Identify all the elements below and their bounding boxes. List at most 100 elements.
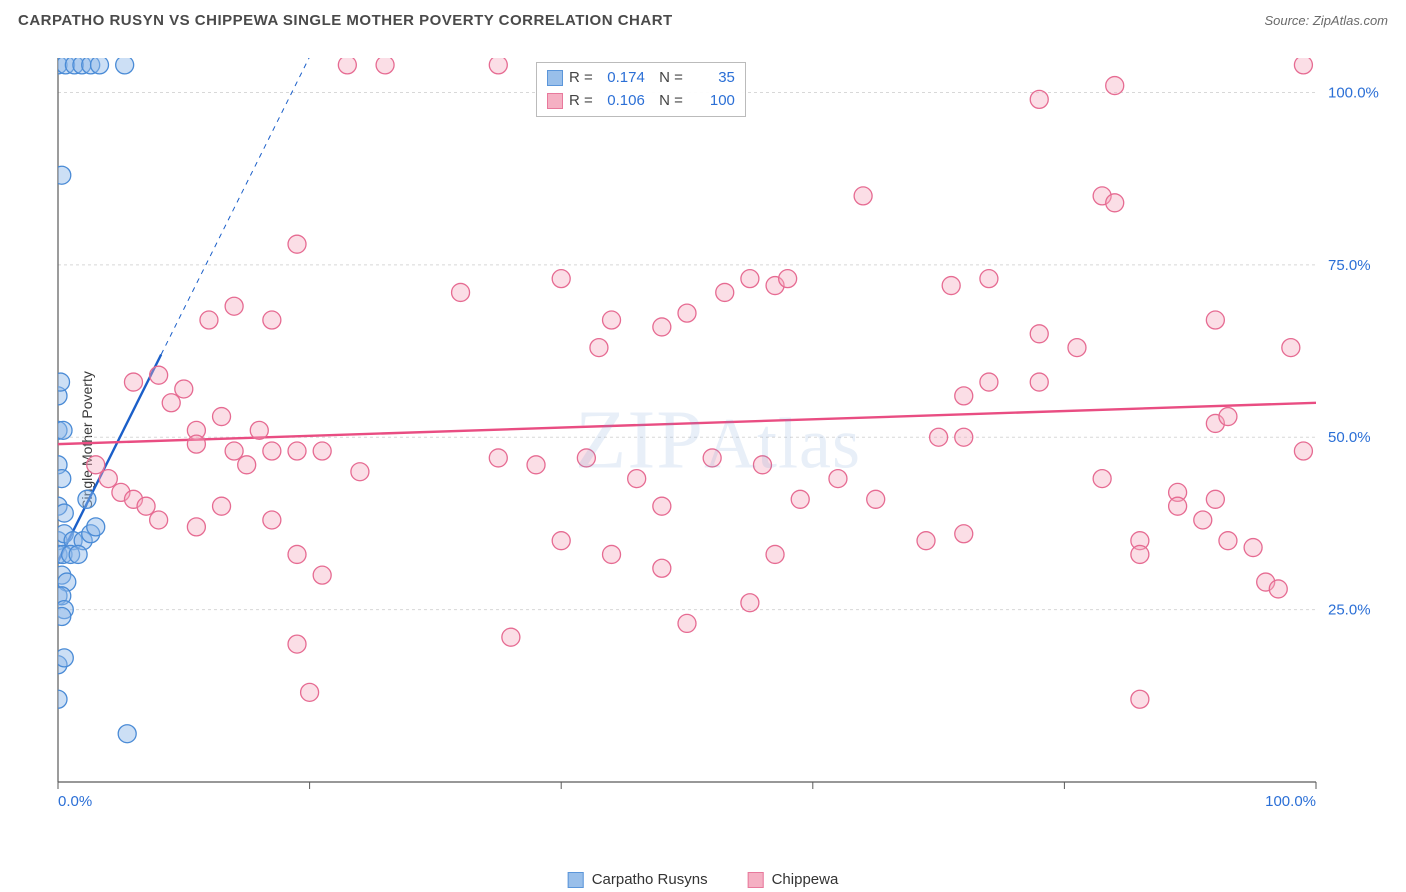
data-point [716, 283, 734, 301]
data-point [955, 387, 973, 405]
data-point [628, 470, 646, 488]
data-point [955, 525, 973, 543]
data-point [1106, 194, 1124, 212]
data-point [225, 442, 243, 460]
data-point [313, 566, 331, 584]
data-point [213, 497, 231, 515]
data-point [150, 366, 168, 384]
data-point [313, 442, 331, 460]
data-point [603, 545, 621, 563]
data-point [854, 187, 872, 205]
data-point [53, 166, 71, 184]
data-point [118, 725, 136, 743]
data-point [351, 463, 369, 481]
data-point [766, 545, 784, 563]
scatter-plot: 25.0%50.0%75.0%100.0%0.0%100.0% [48, 50, 1388, 830]
data-point [1131, 690, 1149, 708]
data-point [1206, 311, 1224, 329]
data-point [263, 511, 281, 529]
data-point [1269, 580, 1287, 598]
data-point [187, 518, 205, 536]
data-point [1194, 511, 1212, 529]
data-point [741, 270, 759, 288]
data-point [678, 614, 696, 632]
data-point [791, 490, 809, 508]
legend-label: Chippewa [772, 871, 839, 888]
trend-line [58, 354, 161, 561]
data-point [376, 56, 394, 74]
swatch-icon [547, 93, 563, 109]
data-point [124, 373, 142, 391]
data-point [552, 532, 570, 550]
y-tick-label: 100.0% [1328, 84, 1379, 101]
data-point [187, 435, 205, 453]
data-point [653, 497, 671, 515]
data-point [577, 449, 595, 467]
data-point [489, 56, 507, 74]
data-point [78, 490, 96, 508]
data-point [590, 339, 608, 357]
data-point [603, 311, 621, 329]
data-point [930, 428, 948, 446]
data-point [99, 470, 117, 488]
swatch-icon [748, 872, 764, 888]
data-point [1030, 373, 1048, 391]
data-point [653, 318, 671, 336]
data-point [150, 511, 168, 529]
data-point [1282, 339, 1300, 357]
data-point [338, 56, 356, 74]
data-point [1294, 56, 1312, 74]
data-point [489, 449, 507, 467]
data-point [502, 628, 520, 646]
data-point [162, 394, 180, 412]
data-point [527, 456, 545, 474]
data-point [263, 311, 281, 329]
data-point [225, 297, 243, 315]
r-value: 0.106 [599, 90, 645, 113]
correlation-row: R = 0.174 N = 35 [547, 67, 735, 90]
data-point [175, 380, 193, 398]
legend-label: Carpatho Rusyns [592, 871, 708, 888]
data-point [980, 270, 998, 288]
x-tick-label: 100.0% [1265, 793, 1316, 810]
trend-line [58, 403, 1316, 444]
data-point [1206, 490, 1224, 508]
data-point [288, 235, 306, 253]
y-tick-label: 25.0% [1328, 602, 1371, 619]
data-point [263, 442, 281, 460]
correlation-legend: R = 0.174 N = 35 R = 0.106 N = 100 [536, 62, 746, 117]
r-value: 0.174 [599, 67, 645, 90]
data-point [1093, 470, 1111, 488]
n-label: N = [651, 67, 683, 90]
data-point [1106, 77, 1124, 95]
source-label: Source: ZipAtlas.com [1264, 13, 1388, 28]
data-point [137, 497, 155, 515]
swatch-icon [568, 872, 584, 888]
n-value: 100 [689, 90, 735, 113]
data-point [288, 545, 306, 563]
data-point [917, 532, 935, 550]
data-point [288, 635, 306, 653]
n-label: N = [651, 90, 683, 113]
swatch-icon [547, 70, 563, 86]
chart-title: CARPATHO RUSYN VS CHIPPEWA SINGLE MOTHER… [18, 12, 673, 29]
data-point [1131, 545, 1149, 563]
legend-item: Carpatho Rusyns [568, 871, 708, 888]
data-point [1169, 497, 1187, 515]
data-point [829, 470, 847, 488]
legend-item: Chippewa [748, 871, 839, 888]
data-point [52, 373, 70, 391]
data-point [1030, 325, 1048, 343]
data-point [1219, 408, 1237, 426]
data-point [1030, 90, 1048, 108]
data-point [1294, 442, 1312, 460]
data-point [678, 304, 696, 322]
data-point [1219, 532, 1237, 550]
y-tick-label: 50.0% [1328, 429, 1371, 446]
data-point [1244, 539, 1262, 557]
data-point [250, 421, 268, 439]
data-point [980, 373, 998, 391]
data-point [87, 456, 105, 474]
data-point [87, 518, 105, 536]
data-point [955, 428, 973, 446]
